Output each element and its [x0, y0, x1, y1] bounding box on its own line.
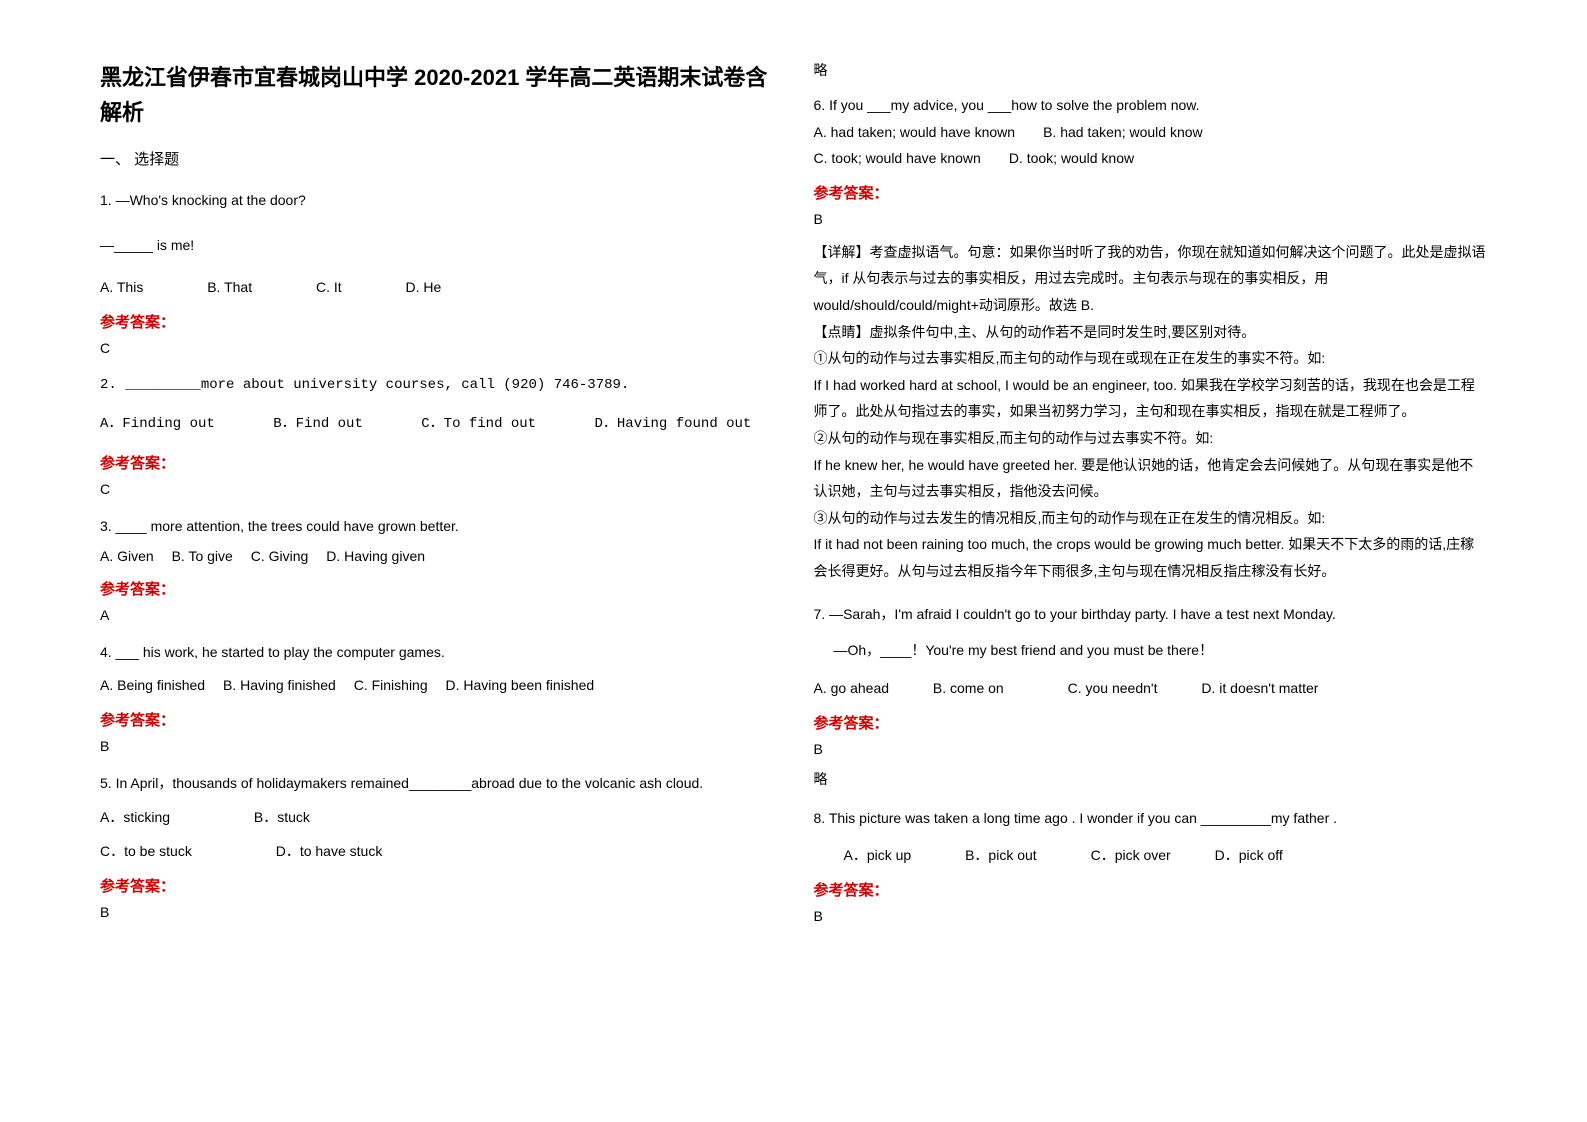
q8-opt-c: C．pick over — [1091, 847, 1171, 863]
q5-opt-a: A．sticking — [100, 809, 170, 825]
q8-opt-d: D．pick off — [1215, 847, 1283, 863]
q8-answer: B — [814, 908, 1488, 924]
q5-options-line1: A．sticking B．stuck — [100, 803, 774, 831]
q6-options-line2: C. took; would have known D. took; would… — [814, 145, 1488, 172]
q6-expl-0: 【详解】考查虚拟语气。句意：如果你当时听了我的劝告，你现在就知道如何解决这个问题… — [814, 239, 1488, 319]
q3-answer-label: 参考答案： — [100, 578, 774, 599]
question-8: 8. This picture was taken a long time ag… — [814, 805, 1488, 925]
q8-opt-b: B．pick out — [965, 847, 1037, 863]
q1-opt-b: B. That — [207, 273, 252, 301]
question-3: 3. ____ more attention, the trees could … — [100, 513, 774, 623]
q1-options: A. This B. That C. It D. He — [100, 273, 774, 301]
question-7: 7. —Sarah，I'm afraid I couldn't go to yo… — [814, 601, 1488, 789]
q5-opt-d: D．to have stuck — [276, 843, 383, 859]
q6-expl-7: If it had not been raining too much, the… — [814, 531, 1488, 584]
q1-answer: C — [100, 340, 774, 356]
q6-answer: B — [814, 211, 1488, 227]
q4-text: 4. ___ his work, he started to play the … — [100, 639, 774, 666]
q7-opt-a: A. go ahead — [814, 680, 890, 696]
q5-opt-b: B．stuck — [254, 809, 310, 825]
q7-omit: 略 — [814, 769, 1488, 789]
q1-answer-label: 参考答案： — [100, 311, 774, 332]
q2-text: 2. _________more about university course… — [100, 372, 774, 399]
q1-dialog1: 1. —Who's knocking at the door? — [100, 187, 774, 214]
q2-opt-a: A．Finding out — [100, 416, 215, 432]
q3-options: A. Given B. To give C. Giving D. Having … — [100, 545, 774, 567]
q4-answer-label: 参考答案： — [100, 709, 774, 730]
q7-opt-b: B. come on — [933, 680, 1004, 696]
q1-opt-d: D. He — [406, 273, 442, 301]
q3-opt-b: B. To give — [172, 548, 233, 564]
left-column: 黑龙江省伊春市宜春城岗山中学 2020-2021 学年高二英语期末试卷含解析 一… — [80, 60, 794, 1062]
q6-options-line1: A. had taken; would have known B. had ta… — [814, 119, 1488, 146]
q6-expl-5: If he knew her, he would have greeted he… — [814, 452, 1488, 505]
q7-options: A. go ahead B. come on C. you needn't D.… — [814, 674, 1488, 702]
q6-expl-4: ②从句的动作与现在事实相反,而主句的动作与过去事实不符。如: — [814, 425, 1488, 452]
q1-dialog2: —_____ is me! — [100, 232, 774, 259]
q3-text: 3. ____ more attention, the trees could … — [100, 513, 774, 540]
q8-answer-label: 参考答案： — [814, 879, 1488, 900]
q6-expl-1: 【点睛】虚拟条件句中,主、从句的动作若不是同时发生时,要区别对待。 — [814, 319, 1488, 346]
q4-opt-c: C. Finishing — [354, 677, 428, 693]
q6-expl-3: If I had worked hard at school, I would … — [814, 372, 1488, 425]
q1-opt-a: A. This — [100, 273, 143, 301]
right-column: 略 6. If you ___my advice, you ___how to … — [794, 60, 1508, 1062]
q7-dialog2: —Oh，____！You're my best friend and you m… — [834, 637, 1488, 664]
q2-opt-c: C．To find out — [421, 416, 536, 432]
q7-answer-label: 参考答案： — [814, 712, 1488, 733]
q4-options: A. Being finished B. Having finished C. … — [100, 671, 774, 699]
q3-opt-d: D. Having given — [326, 548, 425, 564]
question-6: 6. If you ___my advice, you ___how to so… — [814, 92, 1488, 585]
q5-options-line2: C．to be stuck D．to have stuck — [100, 837, 774, 865]
question-5: 5. In April，thousands of holidaymakers r… — [100, 770, 774, 920]
q2-opt-b: B．Find out — [273, 416, 363, 432]
q6-expl-6: ③从句的动作与过去发生的情况相反,而主句的动作与现在正在发生的情况相反。如: — [814, 505, 1488, 532]
q5-text: 5. In April，thousands of holidaymakers r… — [100, 770, 774, 797]
q5-answer: B — [100, 904, 774, 920]
q6-answer-label: 参考答案： — [814, 182, 1488, 203]
exam-title: 黑龙江省伊春市宜春城岗山中学 2020-2021 学年高二英语期末试卷含解析 — [100, 60, 774, 130]
q2-opt-d: D．Having found out — [595, 416, 752, 432]
question-1: 1. —Who's knocking at the door? —_____ i… — [100, 187, 774, 355]
section-heading: 一、 选择题 — [100, 148, 774, 169]
q2-answer: C — [100, 481, 774, 497]
q6-expl-2: ①从句的动作与过去事实相反,而主句的动作与现在或现在正在发生的事实不符。如: — [814, 345, 1488, 372]
q3-answer: A — [100, 607, 774, 623]
q4-opt-b: B. Having finished — [223, 677, 336, 693]
q7-opt-d: D. it doesn't matter — [1201, 680, 1318, 696]
q1-opt-c: C. It — [316, 273, 342, 301]
q2-options: A．Finding out B．Find out C．To find out D… — [100, 408, 774, 442]
q2-answer-label: 参考答案： — [100, 452, 774, 473]
q4-opt-d: D. Having been finished — [446, 677, 595, 693]
question-4: 4. ___ his work, he started to play the … — [100, 639, 774, 755]
q8-opt-a: A．pick up — [844, 847, 912, 863]
q4-opt-a: A. Being finished — [100, 677, 205, 693]
q8-text: 8. This picture was taken a long time ag… — [814, 805, 1488, 832]
omit-text: 略 — [814, 60, 1488, 80]
q7-dialog1: 7. —Sarah，I'm afraid I couldn't go to yo… — [814, 601, 1488, 628]
q7-answer: B — [814, 741, 1488, 757]
q7-opt-c: C. you needn't — [1068, 680, 1158, 696]
q5-opt-c: C．to be stuck — [100, 843, 192, 859]
question-2: 2. _________more about university course… — [100, 372, 774, 497]
q3-opt-a: A. Given — [100, 548, 154, 564]
q6-text: 6. If you ___my advice, you ___how to so… — [814, 92, 1488, 119]
q3-opt-c: C. Giving — [251, 548, 309, 564]
q5-answer-label: 参考答案： — [100, 875, 774, 896]
q8-options: A．pick up B．pick out C．pick over D．pick … — [844, 841, 1488, 869]
q4-answer: B — [100, 738, 774, 754]
